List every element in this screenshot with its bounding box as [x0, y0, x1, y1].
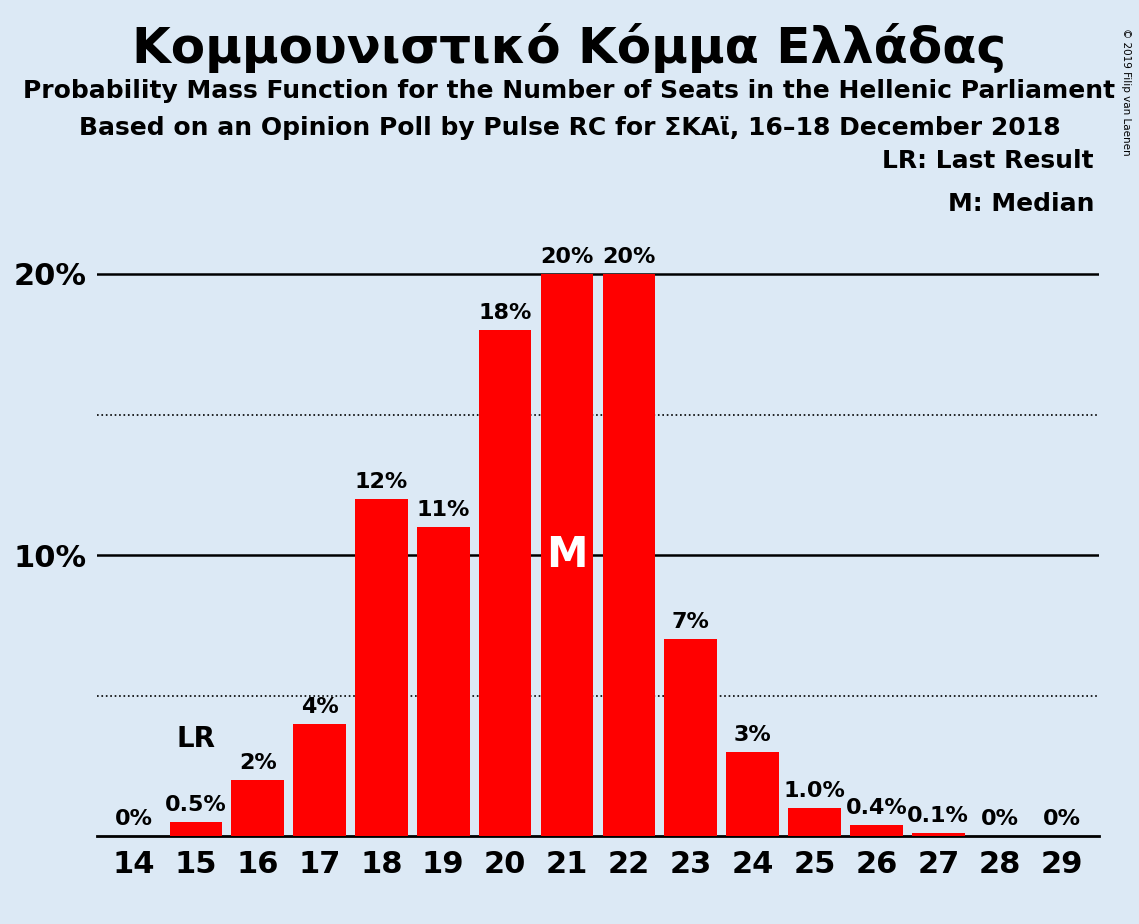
Bar [664, 639, 718, 836]
Text: © 2019 Filip van Laenen: © 2019 Filip van Laenen [1121, 28, 1131, 155]
Bar [478, 330, 532, 836]
Text: LR: LR [177, 725, 215, 753]
Text: 0%: 0% [115, 809, 153, 829]
Text: 3%: 3% [734, 724, 771, 745]
Text: 0%: 0% [1043, 809, 1081, 829]
Text: 12%: 12% [355, 472, 408, 492]
Bar [788, 808, 841, 836]
Text: 0.4%: 0.4% [845, 798, 908, 818]
Text: 20%: 20% [540, 247, 593, 267]
Text: 2%: 2% [239, 753, 277, 773]
Text: M: Median: M: Median [948, 192, 1095, 216]
Bar [541, 274, 593, 836]
Bar [417, 527, 469, 836]
Text: Based on an Opinion Poll by Pulse RC for ΣΚΑϊ, 16–18 December 2018: Based on an Opinion Poll by Pulse RC for… [79, 116, 1060, 140]
Bar [603, 274, 655, 836]
Text: 11%: 11% [417, 500, 470, 520]
Text: Probability Mass Function for the Number of Seats in the Hellenic Parliament: Probability Mass Function for the Number… [24, 79, 1115, 103]
Text: 4%: 4% [301, 697, 338, 717]
Bar [912, 833, 965, 836]
Text: M: M [547, 534, 588, 576]
Text: LR: Last Result: LR: Last Result [883, 149, 1095, 173]
Bar [850, 825, 903, 836]
Text: Κομμουνιστικό Κόμμα Ελλάδας: Κομμουνιστικό Κόμμα Ελλάδας [132, 23, 1007, 73]
Text: 1.0%: 1.0% [784, 781, 845, 801]
Bar [231, 780, 284, 836]
Text: 20%: 20% [603, 247, 656, 267]
Text: 0.1%: 0.1% [908, 807, 969, 826]
Bar [355, 499, 408, 836]
Text: 18%: 18% [478, 303, 532, 323]
Bar [727, 752, 779, 836]
Text: 7%: 7% [672, 613, 710, 632]
Bar [170, 822, 222, 836]
Text: 0.5%: 0.5% [165, 796, 227, 815]
Text: 0%: 0% [981, 809, 1019, 829]
Bar [293, 723, 346, 836]
